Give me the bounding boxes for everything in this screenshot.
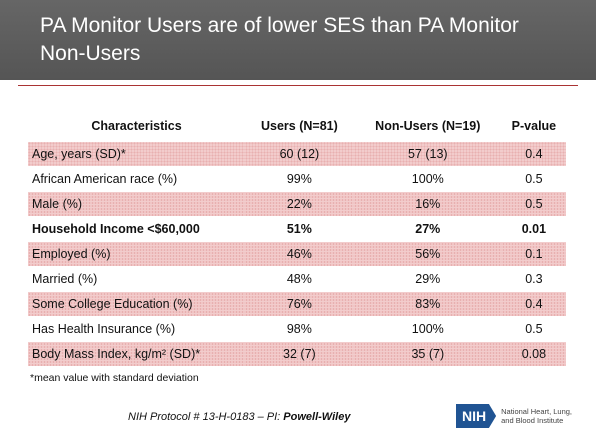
- table-cell: Household Income <$60,000: [28, 216, 245, 242]
- table-body: Age, years (SD)* 60 (12) 57 (13) 0.4 African…: [28, 142, 566, 367]
- logo: NIH National Heart, Lung, and Blood Inst…: [456, 403, 579, 429]
- table-cell: 0.4: [501, 142, 566, 167]
- table-cell: African American race (%): [28, 166, 245, 192]
- table-cell: 22%: [245, 191, 354, 217]
- table-row: Body Mass Index, kg/m² (SD)* 32 (7) 35 (7)…: [28, 341, 566, 367]
- table-cell: 60 (12): [245, 142, 354, 167]
- table-cell: 0.5: [501, 316, 566, 342]
- table-cell: 27%: [353, 216, 502, 242]
- table-cell: 98%: [245, 316, 354, 342]
- footer: NIH Protocol # 13-H-0183 – PI: Powell-Wi…: [128, 411, 350, 423]
- table-cell: 100%: [353, 316, 502, 342]
- footnote: *mean value with standard deviation: [30, 372, 199, 384]
- title-bar: [0, 0, 596, 80]
- table-cell: 0.4: [501, 291, 566, 317]
- table-row: African American race (%) 99% 100% 0.5: [28, 166, 566, 192]
- table-cell: 83%: [353, 291, 502, 317]
- table-row: Married (%) 48% 29% 0.3: [28, 266, 566, 292]
- table-cell: 57 (13): [353, 142, 502, 167]
- logo-mark: NIH: [456, 404, 497, 428]
- table-cell: 0.1: [501, 241, 566, 267]
- table-cell: Has Health Insurance (%): [28, 316, 245, 342]
- table-cell: 29%: [353, 266, 502, 292]
- column-header: P-value: [511, 119, 557, 133]
- table-cell: 16%: [353, 191, 502, 217]
- divider: [18, 85, 578, 86]
- table-cell: 48%: [245, 266, 354, 292]
- table: Characteristics Users (N=81) Non-Users (N=…: [28, 110, 566, 367]
- table-cell: 99%: [245, 166, 354, 192]
- logo-institute: National Heart, Lung, and Blood Institut…: [501, 407, 573, 425]
- protocol: NIH Protocol # 13-H-0183 – PI:: [128, 411, 284, 423]
- table-cell: Body Mass Index, kg/m² (SD)*: [28, 341, 245, 367]
- table-row: Age, years (SD)* 60 (12) 57 (13) 0.4: [28, 142, 566, 167]
- table-row: Some College Education (%) 76% 83% 0.4: [28, 291, 566, 317]
- table-cell: 51%: [245, 216, 354, 242]
- table-cell: Age, years (SD)*: [28, 142, 245, 167]
- table-cell: 35 (7): [353, 341, 502, 367]
- slide-title: PA Monitor Users are of lower SES than P…: [40, 14, 519, 65]
- table-cell: Married (%): [28, 266, 245, 292]
- table-cell: 0.5: [501, 166, 566, 192]
- table-cell: 0.3: [501, 266, 566, 292]
- column-header: Characteristics: [91, 119, 182, 133]
- table-cell: 56%: [353, 241, 502, 267]
- header-row: Characteristics Users (N=81) Non-Users (N=…: [28, 110, 566, 142]
- table-cell: Some College Education (%): [28, 291, 245, 317]
- column-header: Users (N=81): [260, 119, 338, 133]
- table-cell: Male (%): [28, 191, 245, 217]
- table-cell: 32 (7): [245, 341, 354, 367]
- column-header: Non-Users (N=19): [375, 119, 481, 133]
- table-cell: 0.01: [501, 216, 566, 242]
- table-row: Household Income <$60,000 51% 27% 0.01: [28, 216, 566, 242]
- table-cell: 46%: [245, 241, 354, 267]
- table-row: Male (%) 22% 16% 0.5: [28, 191, 566, 217]
- table-cell: 0.5: [501, 191, 566, 217]
- table-cell: 0.08: [501, 341, 566, 367]
- table-cell: Employed (%): [28, 241, 245, 267]
- table-row: Employed (%) 46% 56% 0.1: [28, 241, 566, 267]
- pi-name: Powell-Wiley: [283, 411, 351, 423]
- table-row: Has Health Insurance (%) 98% 100% 0.5: [28, 316, 566, 342]
- table-cell: 100%: [353, 166, 502, 192]
- table-cell: 76%: [245, 291, 354, 317]
